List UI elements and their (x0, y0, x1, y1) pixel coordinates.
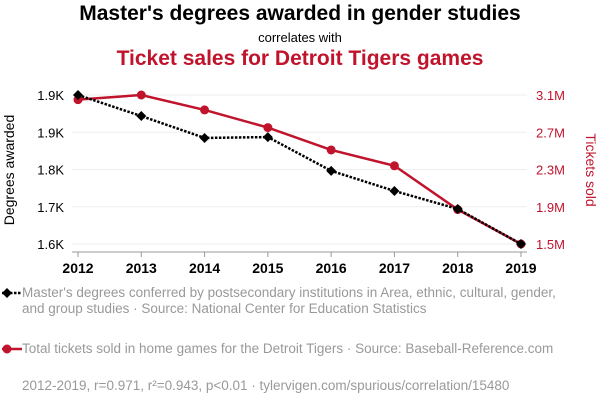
right-tick-label: 1.5M (536, 237, 565, 252)
right-axis-label: Tickets sold (583, 133, 599, 206)
right-tick-label: 3.1M (536, 88, 565, 103)
x-tick-label: 2018 (442, 260, 473, 276)
x-tick-label: 2015 (252, 260, 283, 276)
right-tick-label: 2.7M (536, 125, 565, 140)
legend-circle-icon (2, 344, 12, 354)
x-tick-label: 2016 (316, 260, 347, 276)
x-tick-label: 2013 (126, 260, 157, 276)
left-axis-label: Degrees awarded (1, 115, 17, 226)
degrees-point (262, 132, 273, 143)
degrees-point (136, 111, 147, 122)
tickets-point (263, 123, 273, 133)
footer-stats: 2012-2019, r=0.971, r²=0.943, p<0.01 · t… (22, 378, 510, 393)
x-tick-label: 2014 (189, 260, 220, 276)
left-tick-label: 1.9K (37, 88, 64, 103)
legend-label: Master's degrees conferred by postsecond… (22, 285, 556, 316)
right-tick-label: 2.3M (536, 163, 565, 178)
degrees-point (73, 90, 83, 100)
degrees-point (199, 132, 210, 143)
right-tick-label: 1.9M (536, 200, 565, 215)
degrees-point (326, 165, 337, 176)
left-tick-label: 1.9K (37, 125, 64, 140)
left-tick-label: 1.7K (37, 200, 64, 215)
left-tick-label: 1.6K (37, 237, 64, 252)
left-tick-label: 1.8K (37, 163, 64, 178)
chart-title: Master's degrees awarded in gender studi… (79, 2, 521, 25)
tickets-line (77, 93, 522, 246)
tickets-point (136, 90, 146, 100)
x-tick-label: 2017 (379, 260, 410, 276)
x-tick-label: 2012 (62, 260, 93, 276)
degrees-point (516, 239, 526, 249)
tickets-point (326, 145, 336, 155)
legend-item-tickets: Total tickets sold in home games for the… (22, 341, 582, 357)
tickets-point (200, 105, 210, 115)
degrees-line (77, 93, 522, 246)
legend-item-degrees: Master's degrees conferred by postsecond… (22, 285, 582, 317)
degrees-point (452, 203, 463, 214)
legend-diamond-icon (2, 288, 12, 298)
chart-subtitle: correlates with (258, 30, 342, 45)
degrees-point (389, 185, 400, 196)
tickets-point (389, 161, 399, 171)
chart-title-2: Ticket sales for Detroit Tigers games (116, 47, 484, 70)
x-tick-label: 2019 (505, 260, 536, 276)
legend-label: Total tickets sold in home games for the… (22, 341, 554, 356)
